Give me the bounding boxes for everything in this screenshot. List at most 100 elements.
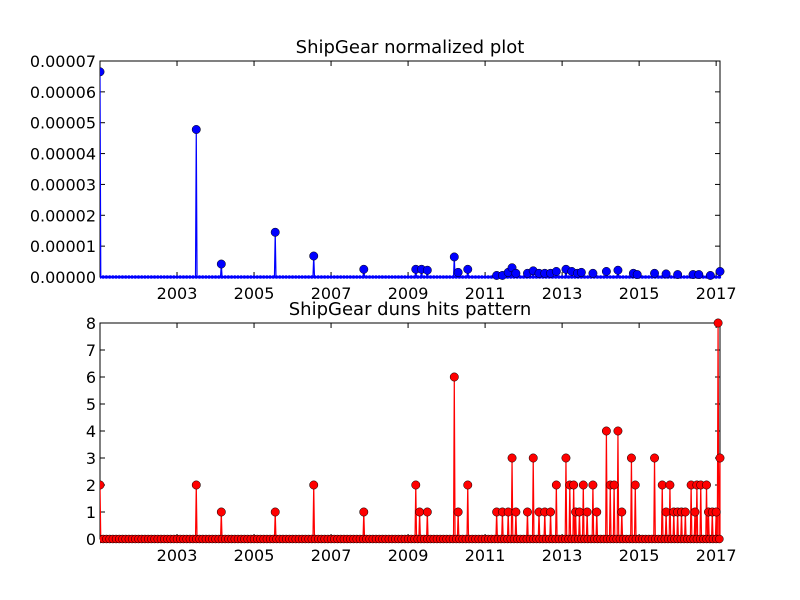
zero-marker (715, 534, 724, 544)
x-tick-label: 2005 (234, 284, 275, 303)
zero-marker (130, 275, 134, 279)
zero-marker (287, 275, 292, 279)
zero-marker (322, 275, 327, 279)
data-point (657, 480, 667, 490)
zero-marker (467, 275, 471, 279)
y-tick-label: 7 (86, 341, 96, 360)
data-point (680, 507, 690, 517)
x-tick-label: 2017 (696, 546, 737, 565)
duns-hits-plot: ShipGear duns hits pattern 0 1 2 3 4 5 6 7 8 2003… (86, 299, 737, 565)
data-point (503, 507, 513, 517)
zero-marker (127, 275, 131, 279)
zero-marker (396, 275, 401, 279)
zero-marker (486, 275, 491, 279)
zero-marker (563, 275, 568, 279)
data-point (630, 480, 640, 490)
zero-marker (383, 275, 388, 279)
zero-marker (194, 275, 199, 279)
zero-marker (162, 275, 166, 279)
zero-marker (168, 275, 173, 279)
data-point (463, 264, 473, 274)
zero-marker (200, 275, 205, 279)
zero-marker (100, 275, 102, 279)
zero-marker (210, 275, 215, 279)
zero-marker (370, 275, 375, 279)
zero-marker (136, 275, 141, 279)
zero-marker (297, 275, 301, 279)
data-point (453, 267, 463, 277)
y-tick-label: 3 (86, 449, 96, 468)
zero-marker (229, 275, 234, 279)
zero-marker (181, 275, 186, 279)
zero-marker (435, 275, 439, 279)
zero-marker (268, 275, 272, 279)
data-point (191, 125, 201, 134)
zero-marker (361, 275, 365, 279)
zero-marker (232, 275, 237, 279)
zero-marker (111, 275, 115, 279)
data-point (588, 480, 598, 490)
zero-marker (332, 275, 337, 279)
zero-marker (197, 275, 202, 279)
zero-marker (566, 275, 571, 279)
zero-marker (595, 275, 600, 279)
x-tick-label: 2007 (311, 284, 352, 303)
data-point (528, 453, 538, 463)
data-point (650, 268, 659, 278)
plot-area: 0 1 2 3 4 5 6 7 8 2003 2005 2007 2009 2011 2013 2015 201… (86, 314, 737, 565)
data-point (551, 480, 561, 490)
series-group (100, 318, 725, 544)
data-point (511, 507, 521, 517)
data-point (711, 507, 721, 517)
zero-marker (236, 275, 240, 279)
y-tick-label: 2 (86, 476, 96, 495)
zero-marker (483, 275, 487, 279)
zero-marker (377, 275, 381, 279)
zero-marker (319, 275, 324, 279)
data-point (715, 266, 725, 276)
zero-marker (714, 275, 718, 279)
y-tick-label: 0.00006 (30, 83, 96, 102)
data-point (309, 480, 319, 490)
zero-marker (464, 275, 468, 279)
data-point (507, 453, 517, 463)
zero-marker (223, 275, 227, 279)
zero-marker (120, 275, 125, 279)
y-tick-label: 0 (86, 530, 96, 549)
zero-marker (374, 275, 378, 279)
zero-marker (431, 275, 436, 279)
zero-marker (313, 275, 317, 279)
data-point (609, 480, 619, 490)
data-point (705, 271, 715, 280)
data-point (546, 507, 556, 517)
data-point (463, 480, 473, 490)
zero-marker (284, 275, 288, 279)
zero-marker (441, 275, 446, 279)
zero-marker (614, 275, 619, 279)
zero-marker (611, 275, 616, 279)
zero-marker (412, 275, 417, 279)
zero-marker (143, 275, 147, 279)
zero-marker (643, 275, 648, 279)
x-tick-label: 2013 (542, 546, 583, 565)
data-point (694, 270, 704, 279)
zero-marker (409, 275, 414, 279)
zero-marker (239, 275, 244, 279)
data-point (713, 318, 723, 328)
zero-marker (255, 275, 260, 279)
zero-marker (682, 275, 686, 279)
zero-marker (358, 275, 362, 279)
zero-marker (447, 275, 452, 279)
x-tick-label: 2011 (465, 284, 506, 303)
zero-marker (624, 275, 629, 279)
y-tick-label: 0.00003 (30, 175, 96, 194)
series-group (100, 67, 725, 280)
zero-marker (419, 275, 423, 279)
zero-marker (326, 275, 330, 279)
y-tick-label: 6 (86, 368, 96, 387)
x-tick-label: 2005 (234, 546, 275, 565)
x-tick-label: 2011 (465, 546, 506, 565)
zero-marker (345, 275, 349, 279)
y-tick-label: 0.00005 (30, 114, 96, 133)
